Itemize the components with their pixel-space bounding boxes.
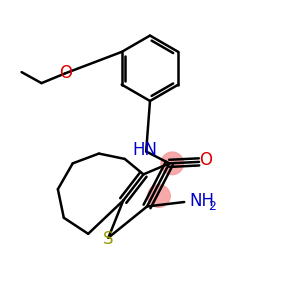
Text: 2: 2 <box>208 200 216 213</box>
Text: NH: NH <box>190 191 214 209</box>
Circle shape <box>148 185 170 207</box>
Circle shape <box>161 152 184 175</box>
Text: O: O <box>199 152 212 169</box>
Text: O: O <box>59 64 72 82</box>
Text: HN: HN <box>132 141 157 159</box>
Text: S: S <box>103 230 113 248</box>
